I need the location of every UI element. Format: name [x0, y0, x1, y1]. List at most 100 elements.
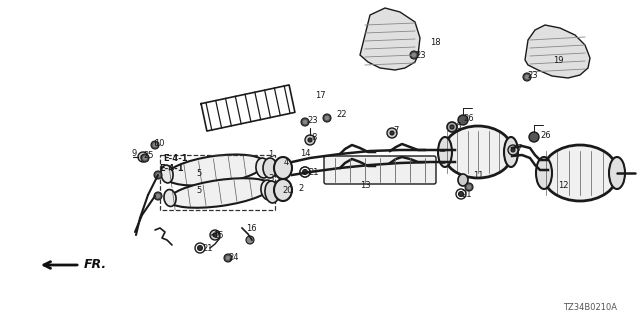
Text: 5: 5: [196, 169, 201, 178]
FancyBboxPatch shape: [324, 156, 436, 184]
Circle shape: [456, 189, 466, 199]
Text: 5: 5: [196, 186, 201, 195]
Text: TZ34B0210A: TZ34B0210A: [563, 303, 617, 313]
Circle shape: [143, 156, 147, 160]
Ellipse shape: [542, 145, 618, 201]
Text: 25: 25: [143, 150, 154, 159]
Circle shape: [301, 118, 309, 126]
Circle shape: [458, 191, 463, 196]
Circle shape: [412, 53, 416, 57]
Circle shape: [523, 73, 531, 81]
Circle shape: [305, 135, 315, 145]
Text: 23: 23: [307, 116, 317, 124]
Text: 12: 12: [558, 180, 568, 189]
Text: 26: 26: [540, 131, 550, 140]
Text: 19: 19: [553, 55, 563, 65]
Circle shape: [153, 143, 157, 147]
Ellipse shape: [274, 157, 292, 179]
Circle shape: [465, 183, 473, 191]
Ellipse shape: [438, 137, 452, 167]
Circle shape: [213, 233, 217, 237]
Circle shape: [467, 185, 471, 189]
Ellipse shape: [274, 179, 292, 201]
Text: 18: 18: [430, 37, 440, 46]
Text: 2: 2: [298, 183, 303, 193]
Text: 3: 3: [268, 173, 273, 182]
Circle shape: [529, 132, 539, 142]
Ellipse shape: [261, 180, 275, 200]
Text: FR.: FR.: [84, 259, 107, 271]
Circle shape: [410, 51, 418, 59]
Ellipse shape: [458, 174, 468, 186]
Polygon shape: [525, 25, 590, 78]
Text: 13: 13: [360, 180, 371, 189]
Circle shape: [303, 120, 307, 124]
Ellipse shape: [166, 155, 264, 186]
Text: 21: 21: [202, 244, 212, 252]
Text: 17: 17: [315, 91, 326, 100]
Circle shape: [511, 148, 515, 152]
Ellipse shape: [161, 165, 173, 183]
Circle shape: [303, 170, 307, 174]
Text: 21: 21: [308, 167, 319, 177]
Circle shape: [450, 125, 454, 129]
Text: 26: 26: [463, 114, 474, 123]
Circle shape: [300, 167, 310, 177]
Circle shape: [387, 128, 397, 138]
Circle shape: [447, 122, 457, 132]
Text: 23: 23: [415, 51, 426, 60]
Circle shape: [303, 170, 307, 174]
Circle shape: [141, 154, 149, 162]
Ellipse shape: [164, 189, 176, 206]
Polygon shape: [360, 8, 420, 70]
Text: 11: 11: [473, 171, 483, 180]
Circle shape: [156, 173, 160, 177]
Circle shape: [224, 254, 232, 262]
Circle shape: [323, 114, 331, 122]
Text: 24: 24: [228, 253, 239, 262]
Circle shape: [300, 167, 310, 177]
Bar: [160, 155, 275, 210]
Circle shape: [156, 194, 160, 198]
Circle shape: [246, 236, 254, 244]
Circle shape: [138, 152, 148, 162]
Circle shape: [525, 75, 529, 79]
Text: 14: 14: [300, 148, 310, 157]
Text: 10: 10: [154, 139, 164, 148]
Ellipse shape: [265, 181, 279, 203]
Circle shape: [325, 116, 329, 120]
Circle shape: [210, 230, 220, 240]
Ellipse shape: [504, 137, 518, 167]
Text: 4: 4: [284, 157, 289, 166]
Circle shape: [198, 245, 202, 251]
Ellipse shape: [263, 158, 277, 178]
Text: E-4-1: E-4-1: [163, 154, 188, 163]
Circle shape: [390, 131, 394, 135]
Ellipse shape: [256, 158, 270, 178]
Text: 20: 20: [282, 186, 292, 195]
Text: 6: 6: [455, 122, 460, 131]
Circle shape: [458, 115, 468, 125]
Text: 21: 21: [461, 189, 472, 198]
Ellipse shape: [168, 178, 271, 208]
Text: 7: 7: [393, 125, 398, 134]
Text: 8: 8: [311, 132, 316, 141]
Circle shape: [151, 141, 159, 149]
Circle shape: [226, 256, 230, 260]
Circle shape: [141, 155, 145, 159]
Circle shape: [154, 171, 162, 179]
Text: 15: 15: [213, 230, 223, 239]
Text: 7: 7: [516, 143, 522, 153]
Text: 9: 9: [131, 148, 136, 157]
Ellipse shape: [536, 157, 552, 189]
Text: 23: 23: [527, 70, 538, 79]
Text: 22: 22: [336, 109, 346, 118]
Ellipse shape: [609, 157, 625, 189]
Circle shape: [195, 243, 205, 253]
Text: 16: 16: [246, 223, 257, 233]
Text: E-4-1: E-4-1: [159, 164, 184, 172]
Text: 1: 1: [268, 149, 273, 158]
Circle shape: [154, 192, 162, 200]
Circle shape: [308, 138, 312, 142]
Ellipse shape: [443, 126, 513, 178]
